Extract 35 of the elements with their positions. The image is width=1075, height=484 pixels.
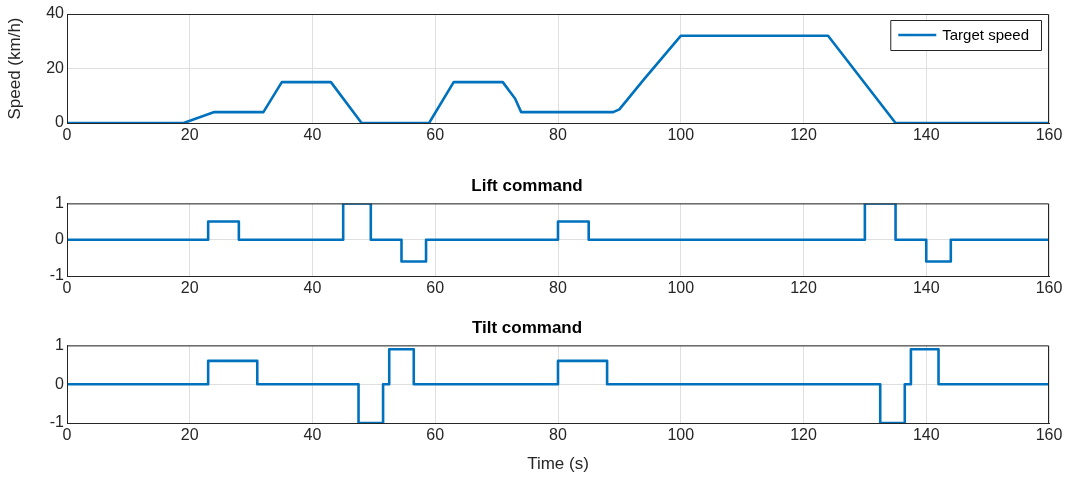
x-tick-label: 160 <box>1035 126 1063 144</box>
x-tick-label: 60 <box>426 426 445 444</box>
x-axis-title: Time (s) <box>527 454 589 474</box>
legend-label: Target speed <box>942 26 1030 44</box>
x-tick-label: 120 <box>790 426 817 444</box>
x-tick-label: 20 <box>180 126 199 144</box>
y-tick-label: 40 <box>46 4 65 22</box>
x-tick-label: 100 <box>667 426 695 444</box>
x-tick-label: 40 <box>303 279 322 297</box>
y-tick-label: 0 <box>55 230 65 248</box>
x-tick-label: 80 <box>549 279 567 297</box>
x-tick-label: 60 <box>426 126 445 144</box>
x-tick-label: 140 <box>912 279 940 297</box>
x-tick-label: 120 <box>790 126 817 144</box>
y-tick-label: 0 <box>55 374 65 392</box>
y-axis-title: Speed (km/h) <box>4 17 24 120</box>
x-tick-label: 100 <box>667 279 695 297</box>
x-tick-label: 160 <box>1035 279 1063 297</box>
x-tick-label: 160 <box>1035 426 1063 444</box>
x-tick-label: 40 <box>303 426 322 444</box>
x-tick-label: 140 <box>912 426 940 444</box>
x-tick-label: 20 <box>180 426 199 444</box>
y-tick-label: 1 <box>55 335 65 353</box>
x-tick-label: 120 <box>790 279 817 297</box>
x-tick-label: 140 <box>912 126 940 144</box>
x-tick-label: 60 <box>426 279 445 297</box>
x-tick-label: 40 <box>303 126 322 144</box>
x-tick-label: 100 <box>667 126 695 144</box>
chart-title: Lift command <box>471 175 583 195</box>
x-tick-label: 20 <box>180 279 199 297</box>
chart-title: Tilt command <box>471 317 583 337</box>
y-tick-label: 20 <box>46 58 65 76</box>
y-tick-label: 1 <box>55 193 65 211</box>
x-tick-label: 80 <box>549 126 567 144</box>
x-tick-label: 80 <box>549 426 567 444</box>
